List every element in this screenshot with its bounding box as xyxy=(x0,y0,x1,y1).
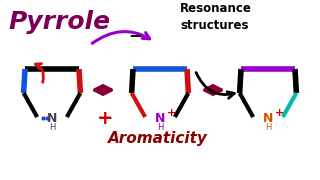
Text: −: − xyxy=(128,26,142,44)
Text: N: N xyxy=(155,112,165,125)
Text: Pyrrole: Pyrrole xyxy=(8,10,110,34)
Text: +: + xyxy=(274,108,284,118)
Text: H: H xyxy=(265,123,271,132)
Text: H: H xyxy=(49,123,55,132)
Text: N: N xyxy=(263,112,273,125)
Text: Resonance
structures: Resonance structures xyxy=(180,2,252,32)
Text: N: N xyxy=(47,112,57,125)
Text: +: + xyxy=(97,109,113,127)
Text: +: + xyxy=(166,108,176,118)
Text: Aromaticity: Aromaticity xyxy=(108,130,208,145)
Text: H: H xyxy=(157,123,163,132)
